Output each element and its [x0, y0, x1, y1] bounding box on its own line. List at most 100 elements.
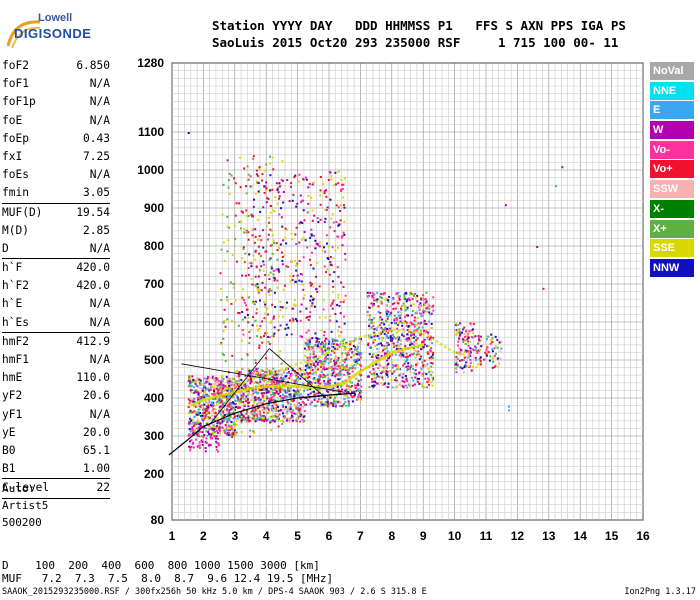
- echo-point: [239, 378, 242, 381]
- echo-point: [294, 233, 297, 236]
- echo-point: [313, 355, 316, 358]
- echo-point: [291, 374, 294, 377]
- echo-point: [405, 356, 408, 359]
- echo-point: [366, 291, 369, 294]
- param-name: yF2: [2, 389, 23, 403]
- echo-point: [225, 403, 228, 406]
- echo-point: [202, 418, 205, 421]
- echo-point: [285, 396, 288, 399]
- echo-point: [487, 335, 490, 338]
- echo-point: [426, 306, 429, 309]
- echo-point: [382, 336, 385, 339]
- echo-point: [261, 341, 264, 344]
- echo-point: [213, 415, 216, 418]
- echo-point: [303, 219, 306, 222]
- echo-point: [325, 355, 328, 358]
- echo-point: [229, 402, 232, 405]
- echo-point: [420, 315, 423, 318]
- footer-version: Ion2Png 1.3.17: [624, 587, 696, 597]
- echo-point: [405, 365, 408, 368]
- echo-point: [318, 241, 321, 244]
- echo-point: [358, 338, 361, 341]
- echo-point: [384, 367, 387, 370]
- echo-point: [258, 344, 261, 347]
- echo-point: [317, 368, 320, 371]
- echo-point: [463, 351, 466, 354]
- param-name: hmF2: [2, 334, 29, 348]
- echo-point: [369, 345, 372, 348]
- echo-point: [261, 173, 264, 176]
- echo-point: [279, 207, 282, 210]
- echo-point: [189, 381, 192, 384]
- echo-point: [223, 408, 226, 411]
- echo-point: [476, 351, 479, 354]
- echo-point: [323, 366, 326, 369]
- echo-point: [264, 389, 267, 392]
- echo-point: [306, 246, 309, 249]
- echo-point: [432, 309, 435, 312]
- echo-point: [492, 360, 495, 363]
- echo-point: [279, 184, 282, 187]
- echo-point: [269, 387, 272, 390]
- echo-point: [336, 364, 339, 367]
- echo-point: [413, 343, 416, 346]
- echo-point: [391, 386, 394, 389]
- echo-point: [339, 300, 342, 303]
- echo-point: [269, 369, 272, 372]
- echo-point: [299, 319, 302, 322]
- echo-point: [254, 249, 257, 252]
- echo-point: [292, 193, 295, 196]
- echo-point: [426, 345, 429, 348]
- echo-point: [378, 364, 381, 367]
- param-row: h`F 420.0: [2, 259, 110, 277]
- echo-point: [430, 347, 433, 350]
- echo-point: [221, 380, 224, 383]
- echo-point: [337, 182, 340, 185]
- echo-point: [228, 419, 231, 422]
- echo-point: [411, 384, 414, 387]
- echo-point: [250, 399, 253, 402]
- echo-point: [254, 399, 257, 402]
- echo-point: [356, 359, 359, 362]
- echo-point: [475, 346, 478, 349]
- echo-point: [204, 416, 207, 419]
- echo-point: [457, 323, 460, 326]
- echo-point: [318, 361, 321, 364]
- echo-point: [306, 366, 309, 369]
- echo-point: [336, 266, 339, 269]
- echo-point: [201, 443, 204, 446]
- echo-point: [325, 209, 328, 212]
- echo-point: [342, 183, 345, 186]
- echo-point: [354, 393, 357, 396]
- echo-point: [507, 405, 510, 408]
- echo-point: [215, 427, 218, 430]
- echo-point: [265, 187, 268, 190]
- echo-point: [259, 418, 262, 421]
- echo-point: [231, 401, 234, 404]
- echo-point: [267, 383, 270, 386]
- echo-point: [252, 315, 255, 318]
- echo-point: [247, 390, 250, 393]
- echo-point: [322, 246, 325, 249]
- echo-point: [228, 380, 231, 383]
- echo-point: [311, 390, 314, 393]
- echo-point: [340, 405, 343, 408]
- echo-point: [394, 337, 397, 340]
- echo-point: [401, 334, 404, 337]
- echo-point: [292, 307, 295, 310]
- echo-point: [396, 295, 399, 298]
- echo-point: [211, 385, 214, 388]
- echo-point: [454, 324, 457, 327]
- y-tick-label: 400: [144, 391, 164, 405]
- echo-point: [227, 426, 230, 429]
- echo-point: [314, 373, 317, 376]
- echo-point: [462, 341, 465, 344]
- echo-point: [386, 365, 389, 368]
- echo-point: [320, 348, 323, 351]
- echo-point: [413, 323, 416, 326]
- echo-point: [331, 338, 334, 341]
- echo-point: [483, 358, 486, 361]
- echo-point: [467, 336, 470, 339]
- echo-point: [265, 201, 268, 204]
- echo-point: [220, 341, 223, 344]
